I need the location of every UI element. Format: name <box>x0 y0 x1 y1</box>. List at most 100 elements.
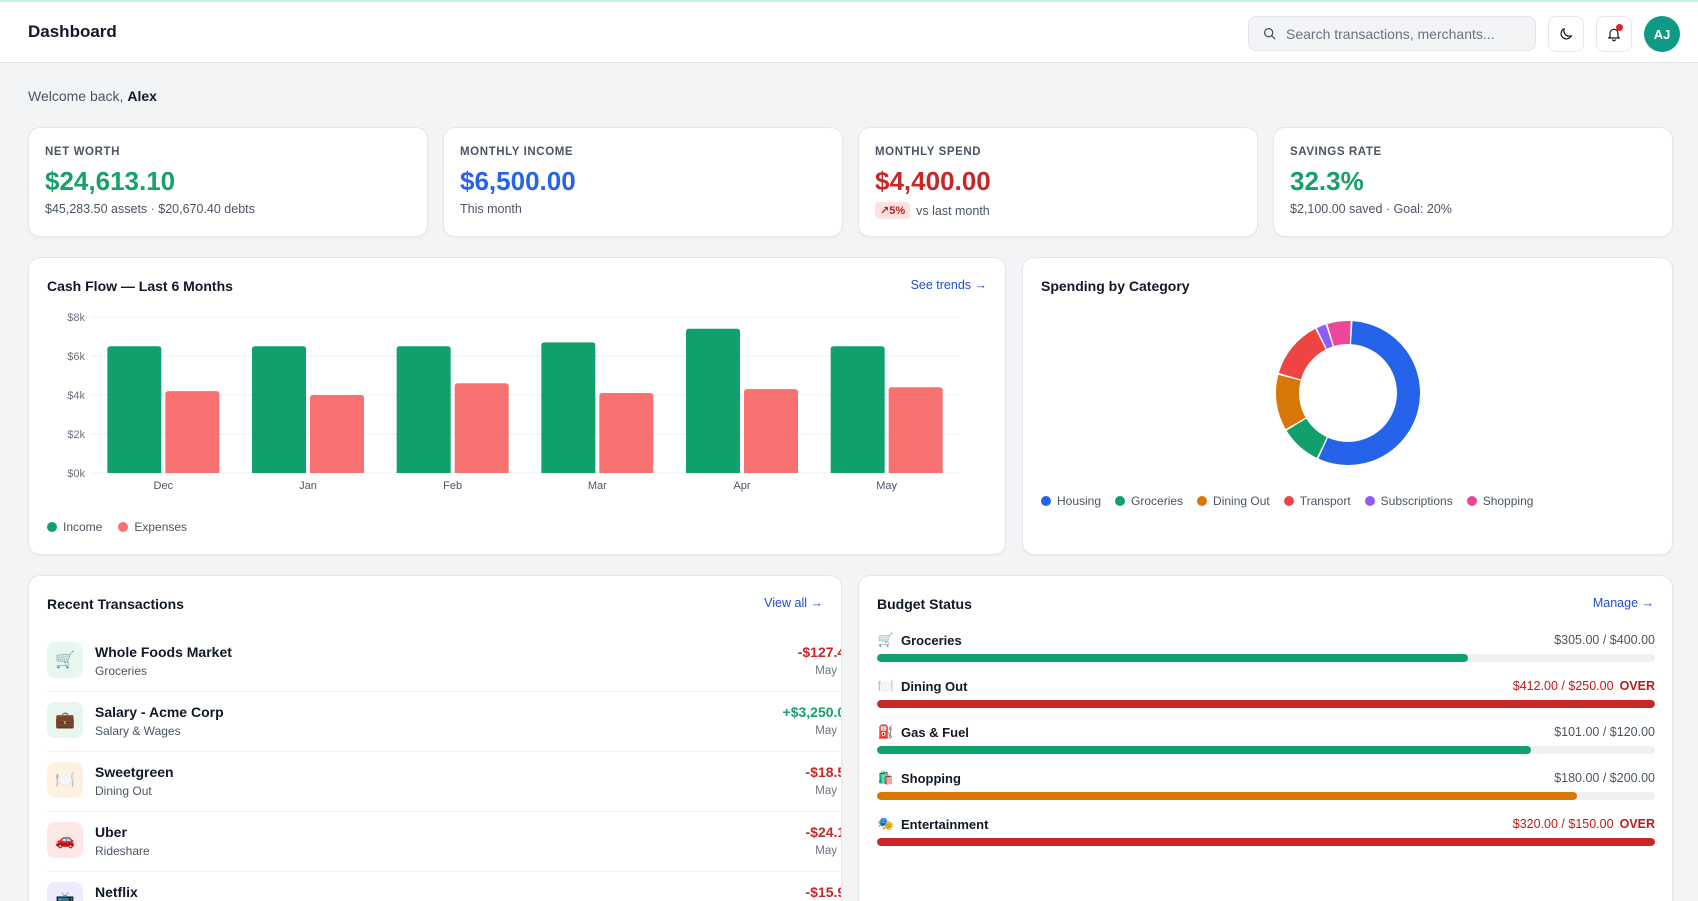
card-title: Cash Flow — Last 6 Months <box>47 278 233 294</box>
see-trends-link[interactable]: See trends → <box>910 278 987 292</box>
legend-item-expenses: Expenses <box>118 520 187 534</box>
legend-label: Groceries <box>1131 494 1184 508</box>
search-input[interactable] <box>1286 25 1516 42</box>
stat-label: SAVINGS RATE <box>1290 146 1382 158</box>
theme-toggle-button[interactable] <box>1548 16 1584 52</box>
income-bar <box>107 346 162 473</box>
expenses-bar <box>165 391 220 473</box>
legend-swatch <box>1466 496 1477 506</box>
budget-item[interactable]: 🛒 Groceries $305.00 / $400.00 <box>877 632 1655 672</box>
trend-up-icon: ↗ <box>880 205 890 217</box>
budget-amount-text: $412.00 / $250.00 <box>1512 679 1614 693</box>
transaction-category: Groceries <box>95 664 148 678</box>
legend-swatch <box>1115 496 1126 506</box>
stat-value: $6,500.00 <box>460 166 576 196</box>
stat-subtext: This month <box>460 202 522 216</box>
budget-progress-track <box>877 654 1655 662</box>
manage-budget-link[interactable]: Manage → <box>1592 596 1654 610</box>
stat-label: MONTHLY SPEND <box>875 146 982 158</box>
budget-amount: $101.00 / $120.00 <box>1554 725 1655 739</box>
expenses-bar <box>310 395 364 473</box>
stat-subtext-text: $2,100.00 saved · Goal: 20% <box>1290 202 1452 216</box>
budget-status-card: Budget Status Manage → 🛒 Groceries $305.00… <box>858 575 1673 901</box>
cash-flow-chart: $0k $2k $4k $6k $8k Dec Jan Feb Mar Apr May <box>67 312 959 492</box>
spending-by-category-card: Spending by Category Housing Groceries D… <box>1022 257 1673 555</box>
stat-subtext: ↗5% vs last month <box>875 202 990 219</box>
budget-amount: $320.00 / $150.00 OVER <box>1513 817 1655 831</box>
spending-legend: Housing Groceries Dining Out Transport S… <box>1041 494 1533 508</box>
legend-item-income: Income <box>47 520 102 534</box>
transaction-amount: +$3,250.00 <box>782 704 841 720</box>
x-tick-label: Jan <box>299 480 317 492</box>
view-all-link[interactable]: View all → <box>764 596 823 610</box>
x-tick-label: Apr <box>733 480 750 492</box>
transaction-date: May 15 <box>815 725 841 737</box>
user-name: Alex <box>127 88 157 104</box>
donut-slice-housing[interactable] <box>1318 321 1421 465</box>
x-tick-label: Dec <box>154 480 174 492</box>
top-bar: Dashboard AJ <box>0 0 1698 63</box>
savings-rate-card: SAVINGS RATE 32.3% $2,100.00 saved · Goa… <box>1273 127 1673 237</box>
transaction-amount: -$18.50 <box>805 764 841 780</box>
transaction-category-icon: 🛒 <box>47 642 83 678</box>
income-bar <box>252 346 306 473</box>
budget-item[interactable]: ⛽ Gas & Fuel $101.00 / $120.00 <box>877 724 1655 764</box>
search-box[interactable] <box>1248 16 1536 51</box>
budget-progress-fill <box>877 654 1469 662</box>
budget-amount-text: $101.00 / $120.00 <box>1554 725 1655 739</box>
budget-category-icon: 🛒 <box>877 632 895 647</box>
recent-transactions-card: Recent Transactions View all → 🛒 Whole Fo… <box>28 575 842 901</box>
legend-item-groceries: Groceries <box>1115 494 1183 508</box>
donut-slice-dining-out[interactable] <box>1276 374 1306 430</box>
transaction-category: Dining Out <box>95 784 152 798</box>
donut-slice-transport[interactable] <box>1278 328 1326 380</box>
stat-subtext-text: This month <box>460 202 522 216</box>
transaction-category-icon: 🍽️ <box>47 762 83 798</box>
expenses-bar <box>599 393 654 473</box>
stat-subtext: $45,283.50 assets · $20,670.40 debts <box>45 202 255 216</box>
budget-category-icon: 🍽️ <box>877 678 895 693</box>
legend-label: Dining Out <box>1213 494 1270 508</box>
over-budget-badge: OVER <box>1619 679 1655 693</box>
legend-item-dining-out: Dining Out <box>1197 494 1270 508</box>
donut-slice-groceries[interactable] <box>1286 418 1327 458</box>
budget-item[interactable]: 🍽️ Dining Out $412.00 / $250.00 OVER <box>877 678 1655 718</box>
cash-flow-legend: Income Expenses <box>47 520 187 534</box>
legend-label: Housing <box>1057 494 1102 508</box>
transaction-row[interactable]: 🚗 Uber Rideshare -$24.10 May 12 <box>47 812 841 872</box>
budget-item[interactable]: 🎭 Entertainment $320.00 / $150.00 OVER <box>877 816 1655 856</box>
budget-progress-track <box>877 792 1655 800</box>
change-badge: ↗5% <box>875 202 911 219</box>
budget-amount-text: $320.00 / $150.00 <box>1512 817 1614 831</box>
legend-label: Transport <box>1299 494 1351 508</box>
budget-amount-text: $180.00 / $200.00 <box>1554 771 1655 785</box>
legend-label: Shopping <box>1482 494 1534 508</box>
transaction-merchant: Whole Foods Market <box>95 644 232 660</box>
transaction-date: May 13 <box>815 785 841 797</box>
donut-slice-shopping[interactable] <box>1327 321 1351 347</box>
y-tick-label: $8k <box>67 312 85 324</box>
budget-progress-fill <box>877 746 1531 754</box>
avatar[interactable]: AJ <box>1644 16 1680 52</box>
expenses-bar <box>888 387 943 473</box>
net-worth-card: NET WORTH $24,613.10 $45,283.50 assets ·… <box>28 127 428 237</box>
card-title: Spending by Category <box>1041 278 1190 294</box>
budget-amount-text: $305.00 / $400.00 <box>1554 633 1655 647</box>
search-icon <box>1263 27 1276 40</box>
expenses-bar <box>744 389 798 473</box>
budget-category-name: Entertainment <box>901 817 989 832</box>
transaction-row[interactable]: 📺NetflixSubscriptions-$15.99May 11 <box>47 872 841 901</box>
budget-category-icon: ⛽ <box>877 724 895 739</box>
transaction-row[interactable]: 🍽️ Sweetgreen Dining Out -$18.50 May 13 <box>47 752 841 812</box>
transaction-category-icon: 💼 <box>47 702 83 738</box>
transaction-row[interactable]: 💼 Salary - Acme Corp Salary & Wages +$3,250… <box>47 692 841 752</box>
donut-slice-subscriptions[interactable] <box>1316 324 1333 349</box>
y-tick-label: $2k <box>67 429 85 441</box>
notifications-button[interactable] <box>1596 16 1632 52</box>
transaction-merchant: Salary - Acme Corp <box>95 704 224 720</box>
legend-swatch <box>1197 496 1208 506</box>
budget-item[interactable]: 🛍️ Shopping $180.00 / $200.00 <box>877 770 1655 810</box>
expenses-bar <box>454 383 509 473</box>
cash-flow-card: Cash Flow — Last 6 Months See trends → $… <box>28 257 1006 555</box>
transaction-row[interactable]: 🛒 Whole Foods Market Groceries -$127.43 May … <box>47 632 841 692</box>
